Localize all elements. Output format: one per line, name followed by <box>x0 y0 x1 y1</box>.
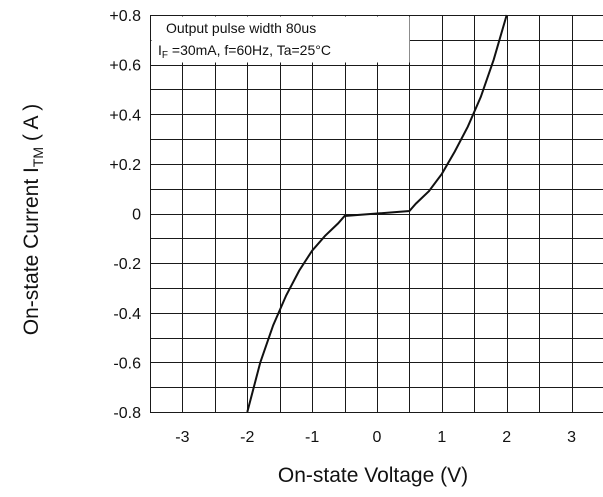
y-axis-title: On-state Current ITM ( A ) <box>20 104 46 335</box>
x-tick-label: -3 <box>175 429 189 446</box>
y-tick-label: +0.8 <box>109 8 141 25</box>
annotation-current-symbol: I <box>158 42 162 58</box>
y-tick-label: +0.2 <box>109 157 141 174</box>
y-tick-label: -0.2 <box>113 256 141 273</box>
x-axis-title: On-state Voltage (V) <box>278 464 468 487</box>
series-layer <box>246 14 508 413</box>
x-tick-label: 1 <box>437 429 446 446</box>
y-axis-title-unit: ( A ) <box>20 104 43 147</box>
annotation-current-subscript: F <box>162 50 168 61</box>
annotation-conditions: =30mA, f=60Hz, Ta=25°C <box>168 42 331 58</box>
annotation-line-1: Output pulse width 80us <box>166 20 316 36</box>
series-line-0 <box>246 14 508 413</box>
y-tick-label: -0.8 <box>113 405 141 422</box>
grid <box>150 15 603 413</box>
x-tick-label: 2 <box>502 429 511 446</box>
y-tick-label: 0 <box>132 207 141 224</box>
y-tick-label: -0.6 <box>113 355 141 372</box>
annotation-background <box>151 16 410 63</box>
y-tick-label: +0.4 <box>109 107 141 124</box>
y-tick-labels: +0.8 +0.6 +0.4 +0.2 0 -0.2 -0.4 -0.6 -0.8 <box>109 8 141 422</box>
y-axis-title-subscript: TM <box>30 147 46 167</box>
x-tick-label: -1 <box>305 429 319 446</box>
y-axis-title-main: On-state Current I <box>20 167 43 335</box>
x-tick-labels: -3 -2 -1 0 1 2 3 <box>175 429 576 446</box>
y-tick-label: -0.4 <box>113 306 141 323</box>
x-tick-label: 0 <box>373 429 382 446</box>
annotation-line-2: IF =30mA, f=60Hz, Ta=25°C <box>158 42 331 61</box>
x-tick-label: 3 <box>567 429 576 446</box>
x-tick-label: -2 <box>240 429 254 446</box>
y-tick-label: +0.6 <box>109 58 141 75</box>
annotation-box: Output pulse width 80us IF =30mA, f=60Hz… <box>151 16 410 63</box>
